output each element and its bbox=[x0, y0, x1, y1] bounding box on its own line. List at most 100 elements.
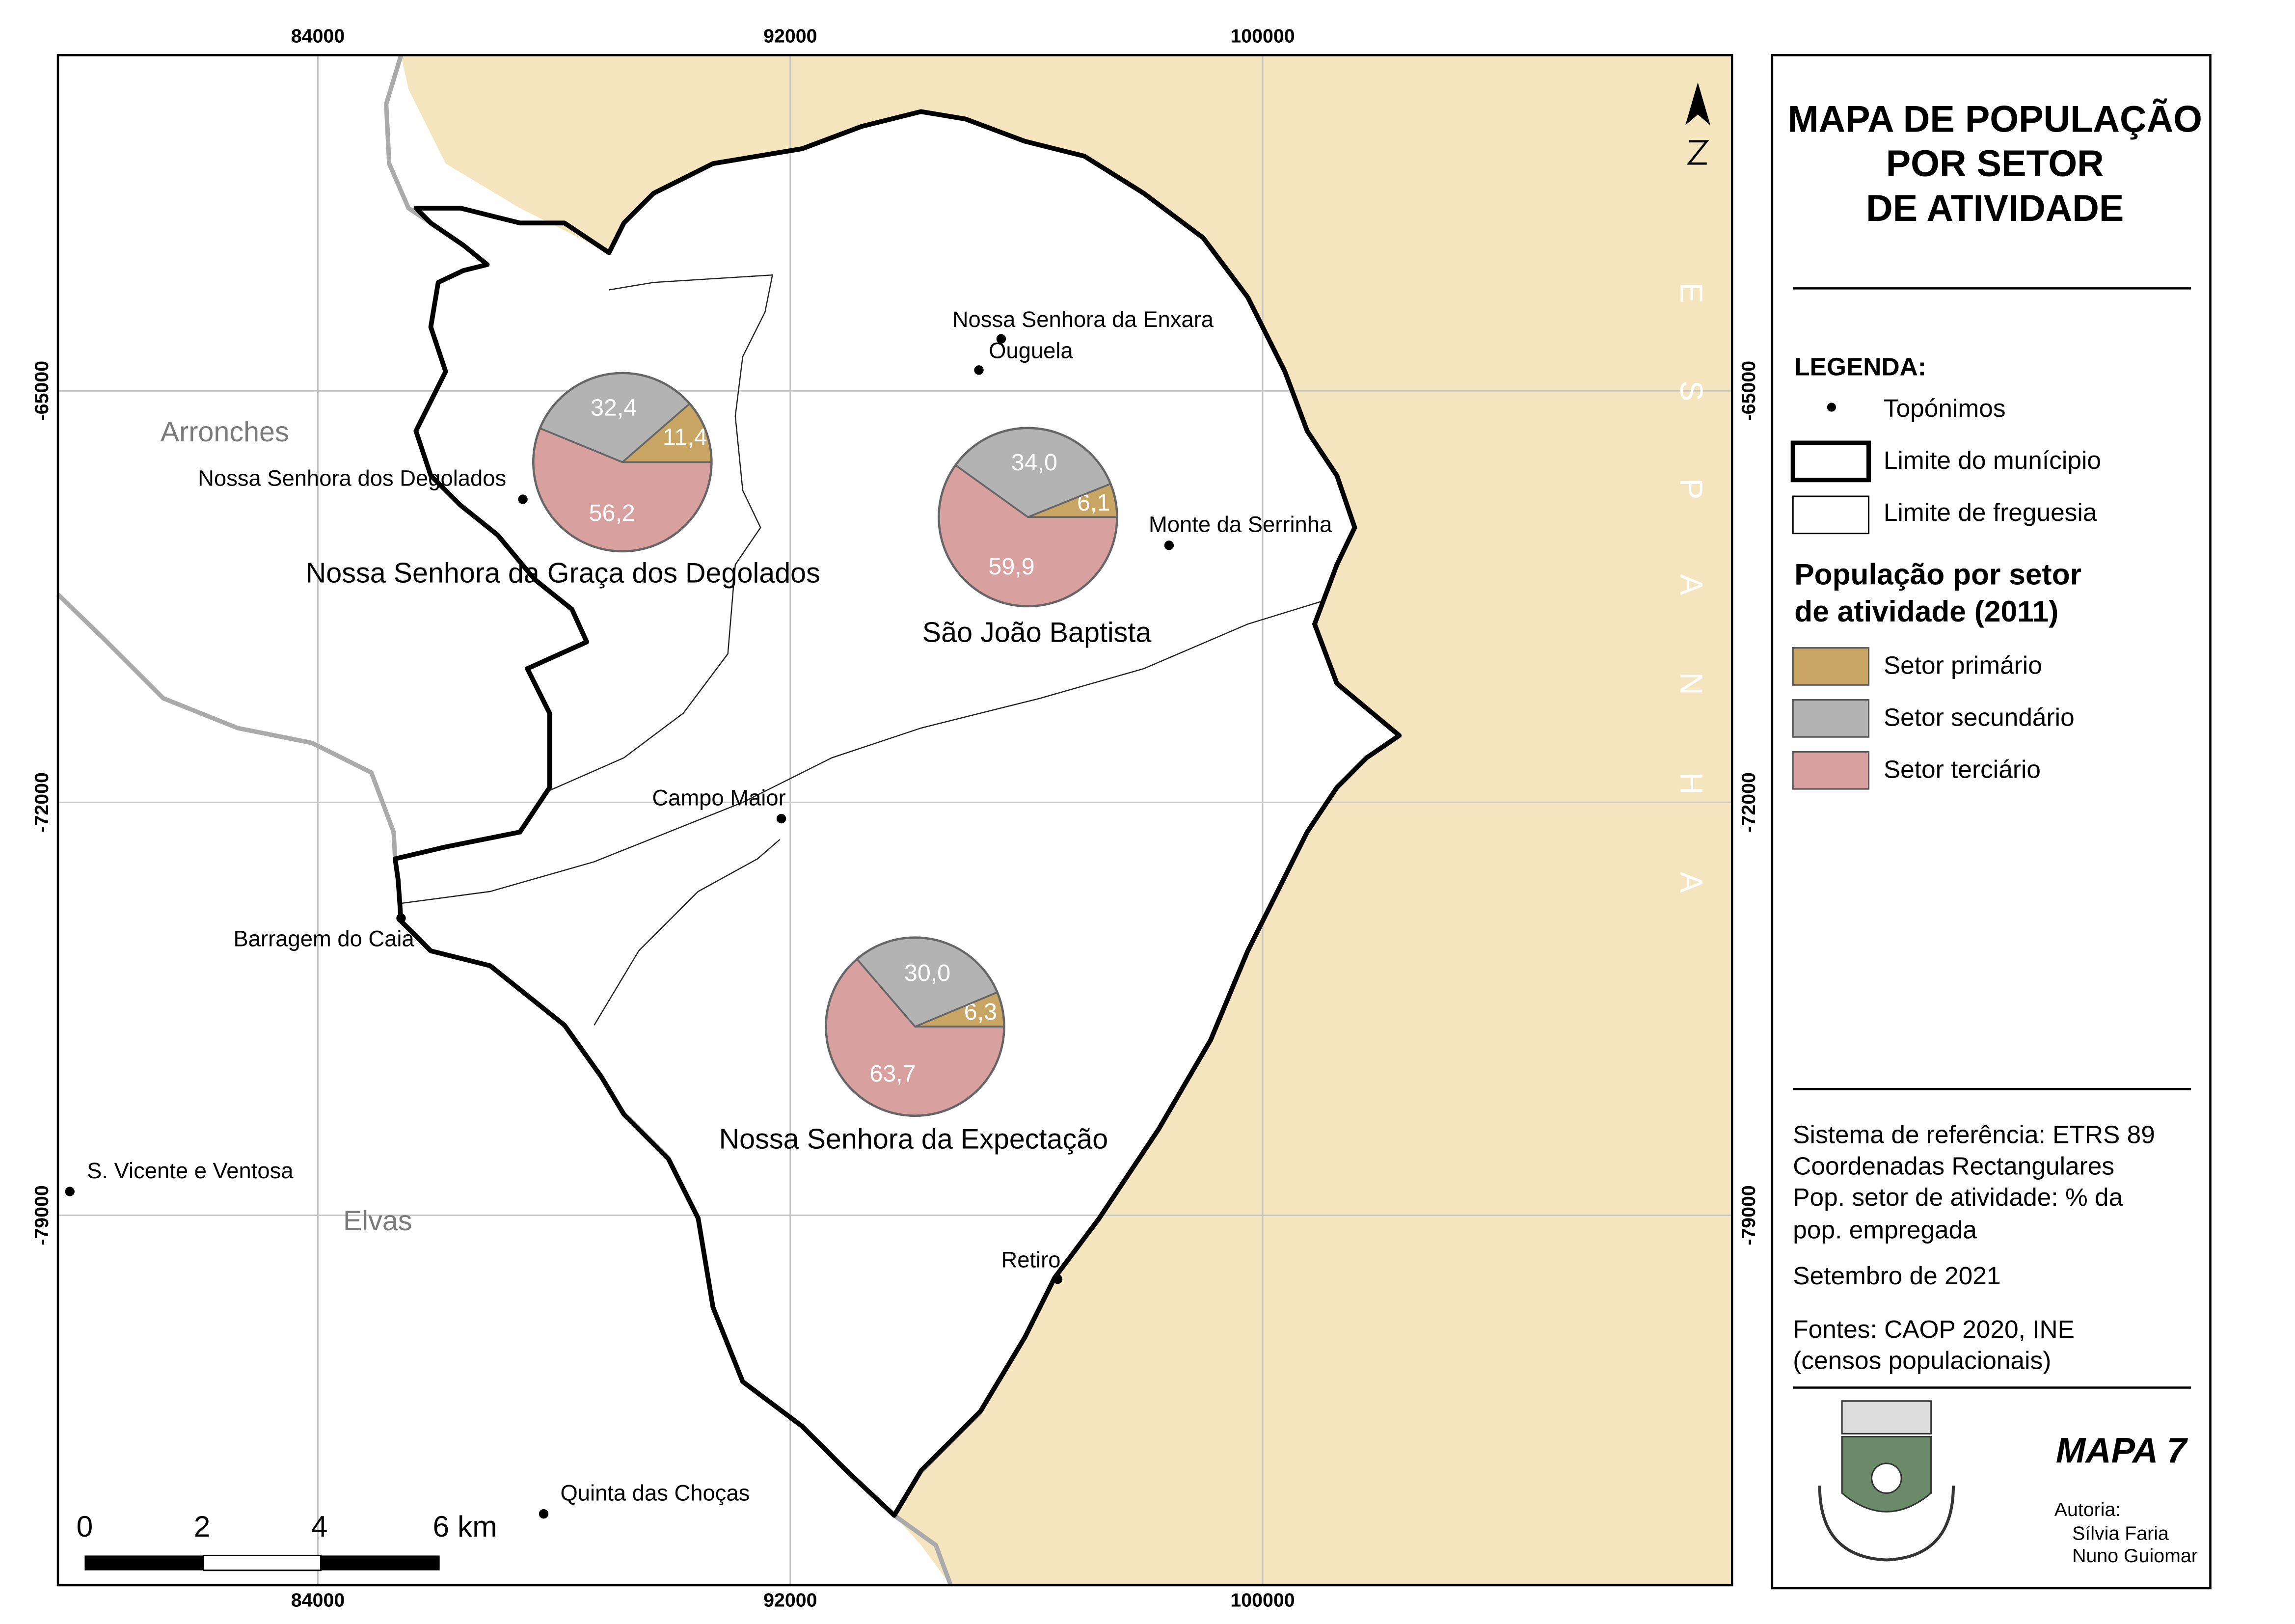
note: pop. empregada bbox=[1793, 1215, 1977, 1244]
place-dot bbox=[1164, 541, 1174, 550]
place-dot bbox=[539, 1509, 549, 1519]
author: Sílvia Faria bbox=[2072, 1522, 2169, 1544]
neighbor-label: Elvas bbox=[343, 1205, 412, 1237]
scale-segment bbox=[203, 1554, 322, 1571]
x-coordinate: 84000 bbox=[291, 25, 345, 47]
note: Setembro de 2021 bbox=[1793, 1261, 2000, 1290]
legend-dot bbox=[1827, 403, 1836, 412]
legend-panel: LEGENDA: Topónimos Limite do munícipio L… bbox=[1771, 54, 2212, 1590]
place-dot bbox=[65, 1187, 75, 1196]
y-coordinate: -72000 bbox=[31, 772, 53, 832]
place-dot bbox=[1053, 1274, 1063, 1284]
legend-label: Setor terciário bbox=[1884, 755, 2041, 783]
legend-swatch bbox=[1792, 647, 1870, 686]
north-arrow-n bbox=[1686, 140, 1709, 165]
parish-label: Nossa Senhora da Graça dos Degolados bbox=[306, 558, 820, 589]
place-dot bbox=[974, 365, 984, 375]
pie-outline bbox=[938, 427, 1118, 608]
graticule bbox=[58, 55, 1732, 1585]
map-title: MAPA DE POPULAÇÃO bbox=[1788, 98, 2203, 140]
place-label: Barragem do Caia bbox=[234, 926, 415, 951]
north-arrow-head bbox=[1685, 82, 1711, 126]
note: (censos populacionais) bbox=[1793, 1346, 2051, 1375]
x-coordinate: 92000 bbox=[763, 25, 817, 47]
y-coordinate: -72000 bbox=[1738, 772, 1759, 832]
legend-label: Setor secundário bbox=[1884, 703, 2075, 731]
place-label: Quinta das Choças bbox=[560, 1480, 750, 1505]
map-title: DE ATIVIDADE bbox=[1866, 188, 2124, 229]
neighbor-boundaries bbox=[56, 54, 953, 1586]
neighbor-boundary bbox=[892, 1514, 953, 1586]
coat-of-arms bbox=[1818, 1400, 1955, 1562]
parish-boundaries bbox=[401, 274, 1325, 1026]
place-dot bbox=[396, 913, 406, 923]
x-coordinate: 84000 bbox=[291, 1590, 345, 1611]
neighbor-boundary bbox=[56, 593, 398, 859]
y-coordinate: -79000 bbox=[31, 1185, 53, 1245]
note: Sistema de referência: ETRS 89 bbox=[1793, 1120, 2155, 1149]
legend-swatch bbox=[1792, 699, 1870, 738]
place-label: Monte da Serrinha bbox=[1149, 512, 1332, 537]
scale-bar bbox=[84, 1554, 440, 1571]
x-coordinate: 100000 bbox=[1230, 25, 1295, 47]
shield-emblem bbox=[1871, 1462, 1902, 1494]
scale-label: 6 km bbox=[433, 1510, 497, 1543]
parish-label: Nossa Senhora da Expectação bbox=[719, 1123, 1108, 1155]
legend-heading: LEGENDA: bbox=[1794, 352, 1926, 380]
note: Pop. setor de atividade: % da bbox=[1793, 1183, 2123, 1211]
pie-value-label: 34,0 bbox=[1011, 449, 1057, 476]
x-coordinate: 100000 bbox=[1230, 1590, 1295, 1611]
legend-label: Setor primário bbox=[1884, 651, 2042, 679]
parish-boundary bbox=[401, 599, 1325, 904]
map-border bbox=[56, 54, 1733, 1587]
scale-segment bbox=[84, 1555, 204, 1570]
pie-outline bbox=[825, 936, 1005, 1117]
crown bbox=[1841, 1400, 1932, 1435]
pie-outline bbox=[532, 372, 713, 553]
north-arrow bbox=[1685, 82, 1711, 165]
legend-label: Topónimos bbox=[1884, 394, 2006, 422]
scale-label: 4 bbox=[311, 1510, 328, 1543]
neighbor-label: Arronches bbox=[161, 416, 289, 448]
place-dot bbox=[996, 334, 1006, 344]
place-label: S. Vicente e Ventosa bbox=[87, 1158, 294, 1183]
legend-label: Limite de freguesia bbox=[1884, 498, 2097, 526]
scale-segment bbox=[321, 1555, 440, 1570]
scale-label: 2 bbox=[194, 1510, 211, 1543]
pie-value-label: 30,0 bbox=[904, 960, 950, 986]
place-dot bbox=[518, 494, 528, 504]
y-coordinate: -65000 bbox=[31, 361, 53, 421]
y-coordinate: -79000 bbox=[1738, 1185, 1759, 1245]
legend-label: Limite do munícipio bbox=[1884, 446, 2101, 474]
panel-border bbox=[1771, 54, 2212, 1590]
legend-swatch bbox=[1792, 495, 1870, 535]
municipality-boundary bbox=[393, 109, 1402, 1518]
place-label: Campo Maior bbox=[652, 785, 785, 810]
parish-label: São João Baptista bbox=[922, 617, 1152, 649]
place-label: Nossa Senhora dos Degolados bbox=[198, 466, 506, 491]
place-label: Ouguela bbox=[989, 338, 1073, 363]
place-label: Nossa Senhora da Enxara bbox=[952, 307, 1214, 332]
place-label: Retiro bbox=[1001, 1247, 1060, 1272]
legend-subtitle: de atividade (2011) bbox=[1794, 595, 2058, 628]
author: Nuno Guiomar bbox=[2072, 1545, 2198, 1567]
note: Fontes: CAOP 2020, INE bbox=[1793, 1315, 2075, 1343]
map-number: MAPA 7 bbox=[2056, 1431, 2188, 1470]
pie-value-label: 32,4 bbox=[591, 395, 637, 421]
spain-area bbox=[401, 55, 1732, 1585]
note: Coordenadas Rectangulares bbox=[1793, 1151, 2114, 1180]
country-label: ESPANHA bbox=[1674, 282, 1709, 970]
map-title: POR SETOR bbox=[1886, 143, 2104, 185]
pie-value-label: 59,9 bbox=[988, 553, 1034, 580]
map-frame bbox=[56, 54, 1732, 1586]
legend-swatch bbox=[1790, 440, 1871, 483]
legend-subtitle: População por setor bbox=[1794, 557, 2081, 591]
place-dot bbox=[776, 813, 786, 824]
parish-boundary bbox=[549, 274, 773, 791]
motto-ribbon bbox=[1818, 1486, 1955, 1562]
parish-boundary bbox=[594, 839, 781, 1026]
neighbor-boundary bbox=[384, 54, 432, 225]
pie-value-label: 63,7 bbox=[869, 1060, 916, 1087]
pie-value-label: 56,2 bbox=[589, 500, 635, 526]
